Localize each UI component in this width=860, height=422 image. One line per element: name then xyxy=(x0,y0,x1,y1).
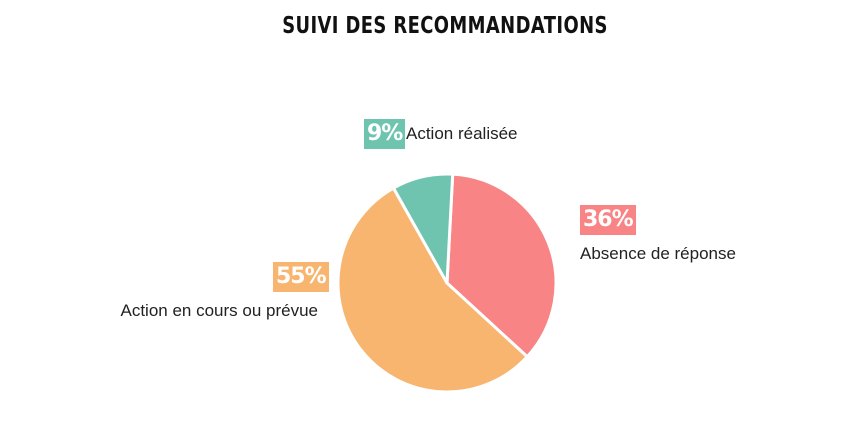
slice-percent-action-en-cours: 55% xyxy=(273,262,329,292)
pie-slice-action-en-cours-ou-pr-vue xyxy=(336,186,529,394)
slice-percent-action-realisee: 9% xyxy=(364,119,406,149)
slice-label-action-en-cours: Action en cours ou prévue xyxy=(120,301,318,320)
pie-slice-action-r-alis-e xyxy=(391,172,455,285)
slice-percent-absence-de-reponse: 36% xyxy=(580,205,636,235)
pie-slice-absence-de-r-ponse xyxy=(445,172,558,359)
slice-label-absence-de-reponse: Absence de réponse xyxy=(580,244,736,263)
slice-label-action-realisee: Action réalisée xyxy=(406,124,518,143)
chart-title: SUIVI DES RECOMMANDATIONS xyxy=(282,13,608,39)
